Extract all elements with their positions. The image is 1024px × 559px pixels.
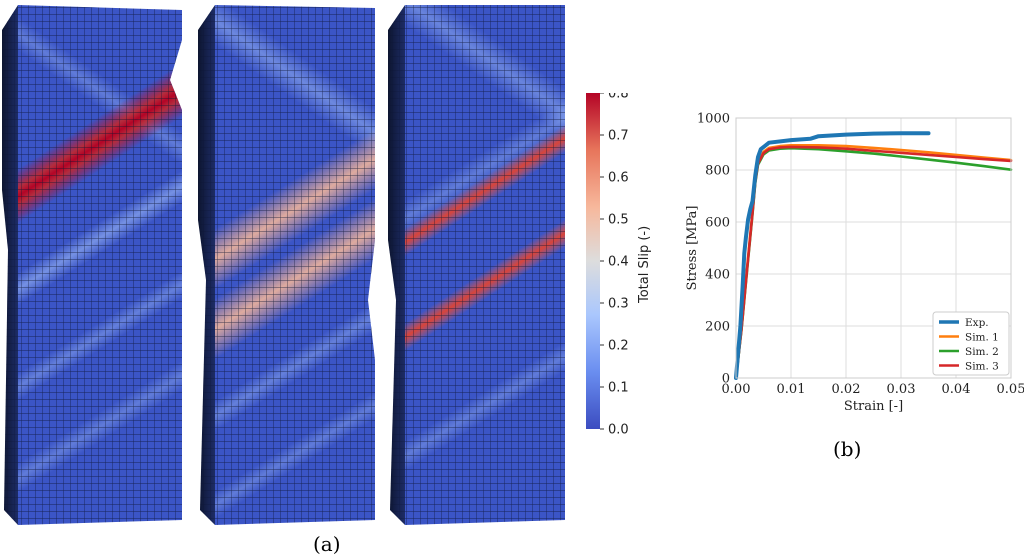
colorbar-tick-label: 0.3 <box>608 297 629 312</box>
specimen-1 <box>2 5 182 525</box>
legend-entry: Sim. 2 <box>965 346 999 358</box>
colorbar-tick-label: 0.1 <box>608 381 629 396</box>
panel-label-a: (a) <box>313 532 341 556</box>
legend-box <box>932 311 1010 376</box>
x-tick-label: 0.03 <box>887 382 916 397</box>
y-tick-label: 1000 <box>697 112 730 127</box>
colorbar-tick-label: 0.8 <box>608 93 629 102</box>
colorbar-title-svg: Total Slip (-) <box>637 226 652 304</box>
x-tick-label: 0.02 <box>832 382 861 397</box>
legend-entry: Sim. 1 <box>965 331 999 343</box>
specimen-2 <box>198 5 375 525</box>
legend-entry: Sim. 3 <box>965 360 999 372</box>
series-line-exp <box>734 131 931 380</box>
colorbar-ticks: 0.8 0.7 0.6 0.5 0.4 0.3 0.2 0.1 0.0 <box>600 93 629 438</box>
colorbar: 0.8 0.7 0.6 0.5 0.4 0.3 0.2 0.1 0.0 <box>586 93 629 438</box>
colorbar-tick-label: 0.2 <box>608 339 629 354</box>
x-tick-label: 0.01 <box>777 382 806 397</box>
plot-frame <box>735 117 1012 379</box>
colorbar-tick-label: 0.4 <box>608 255 629 270</box>
x-axis-label: Strain [-] <box>844 399 903 414</box>
stress-strain-chart: 0.00 0.01 0.02 0.03 0.04 0.05 0 200 400 600 800 100… <box>685 112 1024 415</box>
colorbar-tick-label: 0.7 <box>608 129 629 144</box>
specimen-3 <box>388 5 565 525</box>
legend-entry: Exp. <box>965 317 989 329</box>
colorbar-title: Total Slip (-) <box>637 226 652 304</box>
x-tick-label: 0.05 <box>997 382 1024 397</box>
y-axis-label: Stress [MPa] <box>685 206 700 291</box>
colorbar-gradient <box>586 93 600 429</box>
colorbar-tick-label: 0.0 <box>608 423 629 438</box>
chart-series <box>734 131 1013 380</box>
colorbar-tick-label: 0.6 <box>608 171 629 186</box>
series-line-sim-3 <box>734 145 1013 380</box>
y-tick-label: 400 <box>705 268 730 283</box>
chart-legend: Exp. Sim. 1 Sim. 2 Sim. 3 <box>932 311 1010 376</box>
colorbar-tick-label: 0.5 <box>608 213 629 228</box>
y-tick-label: 0 <box>722 372 730 387</box>
y-tick-label: 600 <box>705 216 730 231</box>
slip-field-figure <box>2 5 565 525</box>
x-tick-label: 0.04 <box>942 382 971 397</box>
panel-label-b: (b) <box>833 437 862 461</box>
y-tick-label: 200 <box>705 320 730 335</box>
x-tick-label: 0.00 <box>722 382 751 397</box>
y-tick-label: 800 <box>705 164 730 179</box>
chart-ticks: 0.00 0.01 0.02 0.03 0.04 0.05 0 200 400 600 800 100… <box>697 112 1024 398</box>
